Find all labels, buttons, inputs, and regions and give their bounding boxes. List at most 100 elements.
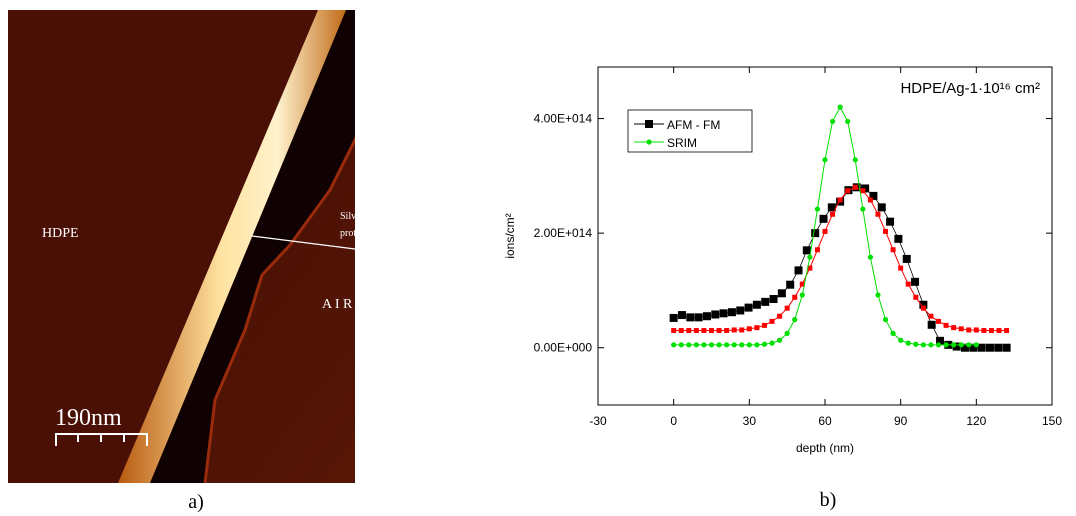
marker (845, 118, 851, 125)
marker (807, 254, 813, 260)
marker (739, 342, 745, 348)
marker (958, 342, 964, 348)
marker (724, 328, 730, 334)
afm-image (8, 10, 355, 483)
marker (784, 330, 790, 336)
annotation-pointer (251, 235, 355, 250)
marker (988, 328, 994, 334)
marker (973, 327, 979, 333)
marker (669, 313, 678, 322)
marker (769, 340, 775, 346)
marker (693, 328, 699, 334)
marker (882, 317, 889, 323)
marker (996, 328, 1002, 334)
marker (678, 328, 684, 334)
marker (883, 228, 889, 234)
marker (860, 206, 866, 212)
marker (716, 342, 722, 348)
marker (724, 342, 730, 348)
marker (869, 191, 878, 200)
marker (802, 246, 811, 255)
marker (739, 327, 745, 333)
marker (807, 265, 813, 271)
dark-band (148, 10, 355, 483)
marker (799, 281, 805, 287)
marker (960, 343, 969, 352)
marker (786, 280, 795, 289)
marker (898, 265, 904, 271)
x-axis-label: depth (nm) (796, 441, 854, 455)
marker (837, 197, 843, 203)
marker (898, 337, 904, 343)
marker (867, 254, 874, 260)
marker (894, 234, 903, 243)
marker (754, 342, 760, 348)
marker (727, 308, 736, 317)
legend-marker (645, 120, 653, 128)
marker (701, 328, 707, 334)
marker (958, 326, 964, 332)
marker (890, 330, 896, 336)
marker (777, 289, 786, 298)
marker (913, 294, 919, 300)
marker (686, 342, 692, 348)
marker (822, 228, 828, 234)
marker (852, 184, 858, 190)
caption: b) (820, 489, 837, 511)
annotation-line: Silver ions (340, 211, 383, 222)
marker (744, 303, 753, 312)
bright-stripe (118, 10, 346, 483)
marker (977, 343, 986, 352)
x-tick-label: -30 (589, 414, 607, 428)
x-tick-label: 120 (966, 414, 986, 428)
marker (969, 343, 978, 352)
marker (708, 342, 715, 348)
marker (794, 266, 803, 275)
hdpe-region (8, 10, 322, 483)
x-tick-label: 150 (1042, 414, 1062, 428)
marker (830, 211, 836, 217)
series-line (673, 186, 1007, 349)
marker (761, 341, 768, 347)
legend-marker (646, 139, 652, 145)
marker (905, 281, 911, 287)
marker (927, 320, 936, 329)
marker (845, 188, 851, 194)
marker (985, 343, 994, 352)
marker (951, 325, 957, 331)
marker (936, 318, 941, 324)
marker (943, 342, 949, 348)
marker (777, 337, 783, 343)
marker (966, 327, 972, 333)
marker (994, 343, 1003, 352)
series-line (673, 186, 1007, 332)
legend-label: AFM - FM (667, 118, 720, 132)
marker (905, 340, 911, 346)
legend-label: SRIM (667, 136, 697, 150)
marker (952, 342, 961, 351)
marker (686, 328, 692, 334)
marker (671, 328, 677, 334)
x-tick-label: 30 (743, 414, 757, 428)
marker (811, 229, 820, 238)
marker (852, 157, 858, 163)
hdpe-label: HDPE (42, 226, 79, 241)
y-tick-label: 2.00E+014 (534, 226, 593, 240)
marker (981, 328, 987, 334)
marker (777, 313, 783, 319)
marker (746, 326, 752, 332)
marker (877, 203, 886, 212)
marker (792, 317, 798, 323)
marker (761, 322, 767, 328)
x-tick-label: 60 (818, 414, 832, 428)
marker (822, 157, 828, 163)
marker (814, 206, 821, 212)
marker (799, 292, 805, 298)
marker (694, 313, 703, 322)
marker (860, 188, 866, 194)
marker (875, 211, 881, 217)
marker (902, 254, 911, 263)
marker (928, 342, 934, 348)
marker (890, 247, 896, 253)
